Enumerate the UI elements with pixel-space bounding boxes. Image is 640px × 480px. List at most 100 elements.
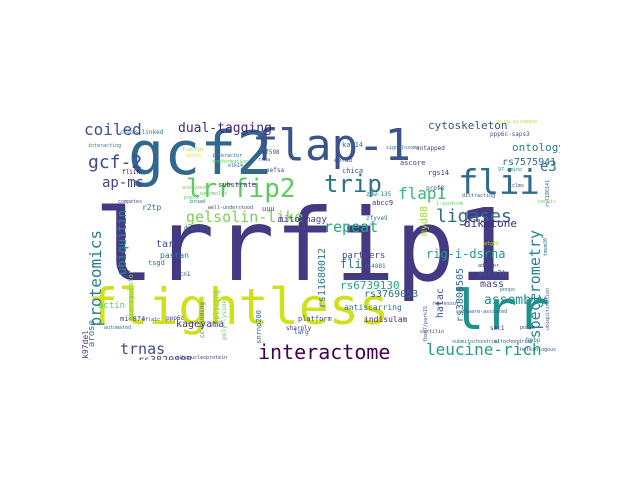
- cloud-word: coiled: [84, 120, 142, 139]
- cloud-word: eefsa: [266, 167, 285, 174]
- cloud-word: atg16: [484, 241, 500, 247]
- cloud-word: zfyve9: [366, 215, 388, 222]
- cloud-word: rig-i-dsrna: [426, 247, 506, 261]
- cloud-word: ppp6c: [166, 315, 185, 322]
- cloud-word: partners: [342, 251, 386, 261]
- cloud-word: conformation: [212, 159, 249, 165]
- cloud-word: dual-tagging: [178, 121, 272, 136]
- cloud-word: zdw-135: [366, 191, 392, 198]
- cloud-word: trnas: [120, 340, 166, 358]
- cloud-word: rs7575941: [502, 157, 557, 168]
- cloud-word: uuu: [262, 205, 275, 213]
- cloud-word: assembly: [484, 293, 547, 308]
- cloud-word: leucine-rich: [426, 340, 542, 359]
- cloud-word: mitophagy: [278, 215, 327, 225]
- cloud-word: interactome: [258, 340, 391, 360]
- cloud-word: antiscarring: [344, 303, 402, 312]
- cloud-word: flap1: [398, 184, 447, 203]
- cloud-word: 97-amino: [498, 167, 523, 173]
- cloud-word: competes: [118, 199, 143, 205]
- cloud-word: dcun1d1: [184, 225, 210, 232]
- cloud-word: mitochondrial: [494, 339, 534, 345]
- cloud-word: nanomolar: [200, 191, 228, 197]
- cloud-word: ap-ms: [102, 175, 145, 191]
- cloud-word: indisulam: [364, 315, 408, 324]
- cloud-word: spectrometry: [526, 230, 544, 339]
- cloud-word: repressor: [432, 301, 460, 307]
- cloud-word: actin: [98, 301, 126, 311]
- cloud-word: gcf-2: [88, 152, 143, 173]
- cloud-word: tmem30: [543, 238, 549, 257]
- cloud-word: well-understood: [208, 205, 254, 211]
- cloud-word: fli: [340, 257, 362, 271]
- cloud-word: ontology: [512, 141, 560, 154]
- cloud-word: tsgd: [148, 259, 165, 267]
- cloud-word: rgs14: [428, 169, 450, 177]
- cloud-word: poly-lysine: [221, 300, 228, 340]
- cloud-word: tar: [156, 239, 175, 250]
- cloud-word: ribonucleoprotein: [176, 355, 228, 361]
- cloud-word: clms: [512, 183, 525, 189]
- cloud-word: trip: [324, 170, 382, 198]
- cloud-word: signalosome: [386, 145, 420, 151]
- cloud-word: rrna: [258, 157, 271, 163]
- cloud-word: lrrfip2: [186, 174, 296, 204]
- cloud-word: fliih: [122, 169, 141, 176]
- cloud-word: submitochondrial: [452, 339, 501, 345]
- cloud-word: diketone: [464, 217, 517, 230]
- cloud-word: larg: [294, 329, 309, 336]
- cloud-word: snrnp200: [255, 310, 263, 344]
- cloud-word: distracting: [462, 193, 496, 199]
- cloud-word: neonic: [538, 199, 557, 205]
- cloud-word: pastan: [160, 251, 189, 260]
- cloud-word: interactor: [212, 153, 243, 159]
- cloud-word: rs4881: [364, 263, 386, 270]
- cloud-word: lrrfip1: [94, 187, 516, 304]
- cloud-word: prefx: [184, 195, 200, 201]
- cloud-word: gcf2: [128, 120, 273, 189]
- cloud-word: ackr3b: [478, 269, 507, 278]
- cloud-word: untapped: [416, 145, 445, 152]
- cloud-word: mass: [480, 279, 505, 290]
- cloud-word: repeat: [324, 218, 379, 236]
- word-cloud: lrrfip1 flightless gcf2 flap-1 lrr flii lrrfip…: [80, 120, 560, 360]
- cloud-word: heterologous: [520, 347, 557, 353]
- cloud-word: rs3820808: [138, 356, 192, 361]
- cloud-word: rs3769053: [364, 289, 419, 300]
- cloud-word: gelsolin-like: [186, 208, 304, 226]
- cloud-word: lrr: [452, 279, 550, 342]
- cloud-word: l-isoform: [436, 201, 464, 207]
- cloud-word: dcn1: [176, 271, 191, 278]
- cloud-word: analyzed: [182, 185, 207, 191]
- cloud-word: myd88: [419, 206, 430, 237]
- cloud-word: polyb: [520, 325, 536, 331]
- cloud-word: ubiquitination: [545, 288, 551, 331]
- cloud-word: mir874: [120, 315, 146, 323]
- cloud-word: r2tp: [142, 203, 162, 212]
- cloud-word: substrate: [218, 181, 256, 189]
- cloud-word: flightless: [88, 278, 390, 336]
- cloud-word: splicing: [213, 290, 221, 324]
- cloud-word: chica: [342, 167, 364, 175]
- cloud-word: f-actin: [182, 147, 204, 153]
- cloud-word: rs6739130: [340, 279, 400, 292]
- cloud-word: eofad: [334, 157, 353, 164]
- cloud-word: flii: [458, 163, 540, 203]
- cloud-word: hpbp: [526, 337, 541, 344]
- cloud-word: proteomics: [86, 230, 105, 327]
- cloud-word: cc-binding: [199, 302, 206, 339]
- cloud-word: broad: [190, 199, 206, 205]
- cloud-word: bioregulator: [127, 270, 135, 321]
- cloud-word: fbxo7/park15: [423, 306, 429, 343]
- cloud-word: elk14: [228, 163, 244, 169]
- cloud-word: kat14: [342, 141, 364, 149]
- cloud-word: kageyama: [176, 319, 225, 330]
- cloud-word: ubiquitin: [115, 210, 129, 276]
- cloud-word: 0.65-kilobase: [498, 120, 538, 125]
- cloud-word: efla1c: [142, 317, 161, 323]
- cloud-word: software-assisted: [456, 309, 508, 315]
- cloud-word: ligases: [436, 206, 512, 227]
- cloud-word: platform: [298, 315, 332, 323]
- cloud-word: interacting: [88, 143, 122, 149]
- cloud-word: vitro: [186, 153, 202, 159]
